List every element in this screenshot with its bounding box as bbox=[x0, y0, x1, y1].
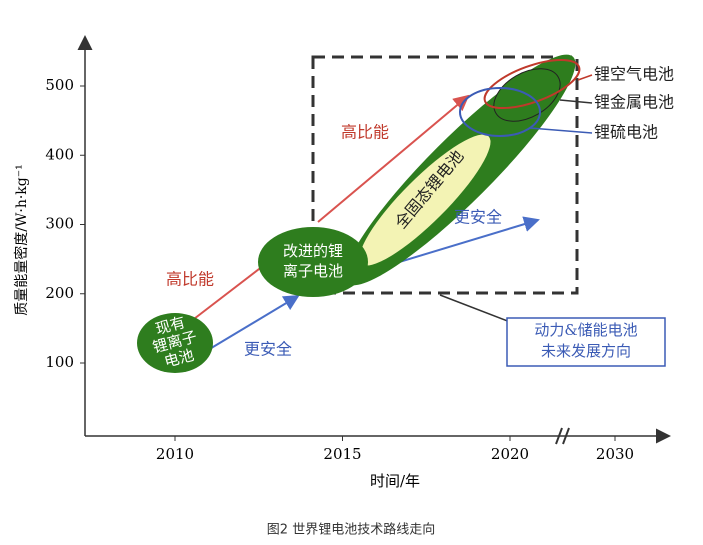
arrow-label: 更安全 bbox=[454, 208, 502, 227]
x-tick-label: 2030 bbox=[596, 445, 634, 463]
legend-label: 锂空气电池 bbox=[594, 65, 674, 84]
current-ellipse bbox=[137, 313, 213, 373]
axes bbox=[77, 35, 671, 444]
arrow bbox=[207, 294, 300, 351]
legend-label: 锂硫电池 bbox=[594, 123, 658, 142]
y-tick-label: 500 bbox=[45, 76, 74, 94]
leader bbox=[577, 74, 593, 81]
box-label: 未来发展方向 bbox=[541, 342, 631, 360]
leader bbox=[559, 99, 593, 104]
node-label: 改进的锂 bbox=[283, 242, 343, 260]
node-label: 离子电池 bbox=[283, 262, 343, 280]
axis-break bbox=[555, 427, 570, 445]
air-ellipse bbox=[483, 58, 581, 110]
arrow-label: 更安全 bbox=[244, 340, 292, 359]
future-box bbox=[311, 55, 579, 295]
improved-ellipse bbox=[258, 227, 368, 297]
sulfur-ellipse bbox=[459, 87, 541, 137]
x-tick-label: 2010 bbox=[156, 445, 194, 463]
caption: 图2 世界锂电池技术路线走向 bbox=[267, 522, 435, 538]
y-tick-label: 100 bbox=[45, 353, 74, 371]
arrow-label: 高比能 bbox=[166, 270, 214, 289]
break-mark bbox=[562, 427, 570, 445]
break-mark bbox=[555, 427, 563, 445]
box-label-frame bbox=[506, 317, 666, 367]
arrow bbox=[317, 94, 470, 223]
y-axis-label: 质量能量密度/W·h·kg⁻¹ bbox=[13, 164, 30, 315]
arrow-label: 高比能 bbox=[341, 123, 389, 142]
y-tick-label: 200 bbox=[45, 284, 74, 302]
leader bbox=[529, 127, 593, 134]
solid-state-inner bbox=[359, 134, 491, 266]
leaders bbox=[439, 74, 593, 323]
legend-label: 锂金属电池 bbox=[594, 93, 674, 112]
y-tick-label: 400 bbox=[45, 145, 74, 163]
x-axis-label: 时间/年 bbox=[370, 472, 420, 490]
y-tick-label: 300 bbox=[45, 215, 74, 233]
leader bbox=[439, 294, 511, 323]
x-tick-label: 2015 bbox=[323, 445, 361, 463]
x-tick-label: 2020 bbox=[491, 445, 529, 463]
box-label: 动力&储能电池 bbox=[534, 321, 637, 339]
